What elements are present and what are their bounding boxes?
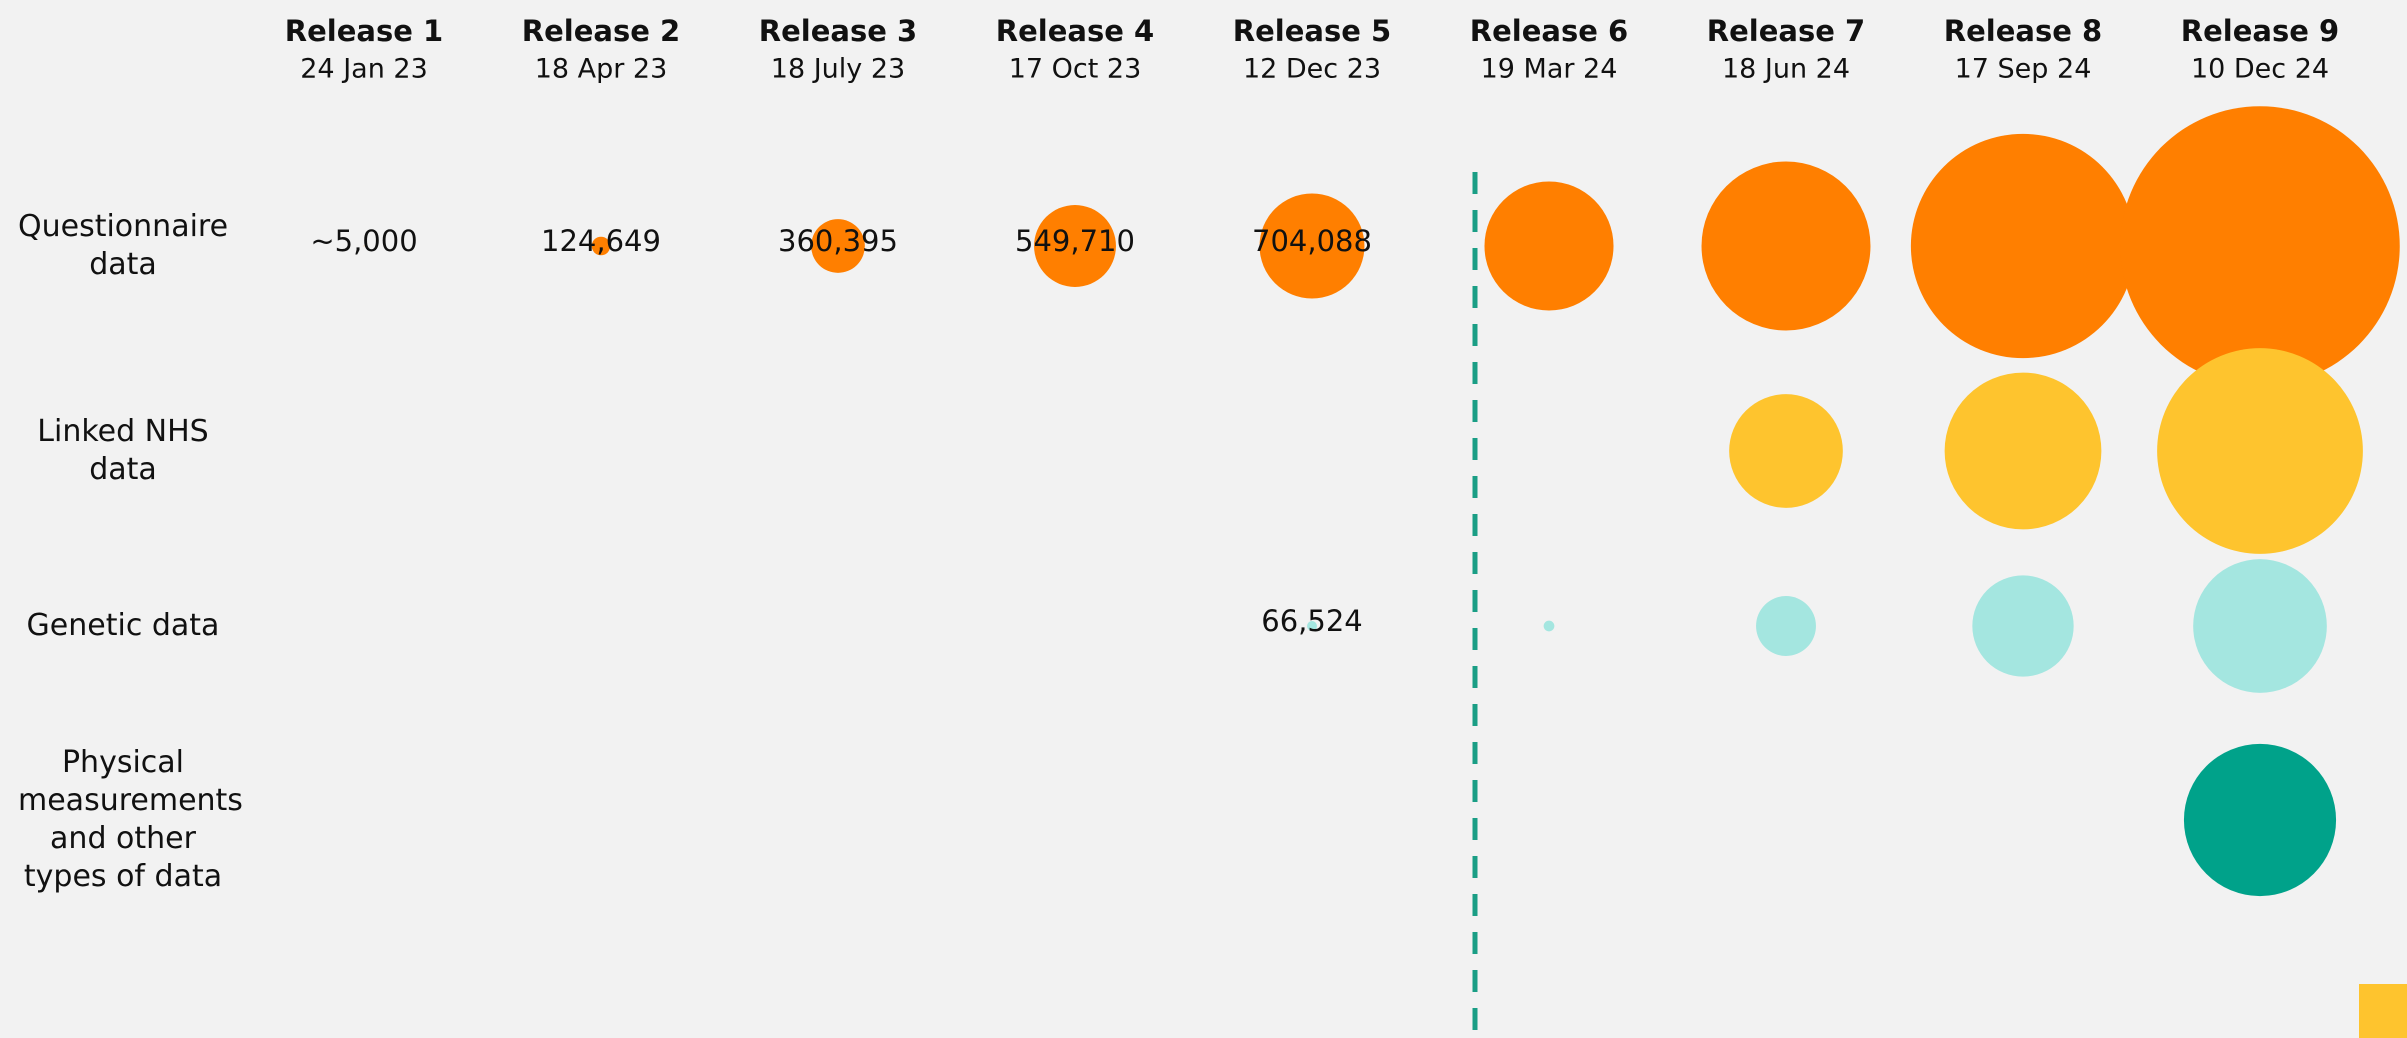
bubble — [1543, 620, 1555, 632]
bubble — [1910, 133, 2136, 359]
value-label: 360,395 — [778, 224, 898, 258]
release-label: Release 8 — [1943, 14, 2103, 48]
release-label: Release 9 — [2180, 14, 2340, 48]
bubble — [1259, 193, 1365, 299]
bubble — [1701, 161, 1871, 331]
release-date: 12 Dec 23 — [1242, 53, 1382, 85]
release-label: Release 3 — [758, 14, 918, 48]
bubble — [1729, 394, 1843, 508]
bubble — [2183, 743, 2337, 897]
value-label: ~5,000 — [310, 224, 418, 258]
value-label: 549,710 — [1015, 224, 1135, 258]
release-label: Release 4 — [995, 14, 1155, 48]
release-date: 18 July 23 — [770, 53, 906, 85]
release-label: Release 5 — [1232, 14, 1392, 48]
bubble — [2193, 559, 2327, 693]
bubble — [1972, 575, 2074, 677]
release-label: Release 6 — [1469, 14, 1629, 48]
release-date: 10 Dec 24 — [2190, 53, 2330, 85]
bubble — [1034, 205, 1116, 287]
release-date: 18 Apr 23 — [534, 53, 668, 85]
bubble — [1484, 181, 1614, 311]
value-label: 704,088 — [1252, 224, 1372, 258]
value-label: 124,649 — [541, 224, 661, 258]
bubble — [591, 236, 611, 256]
release-date: 17 Oct 23 — [1008, 53, 1142, 85]
bubble — [811, 219, 865, 273]
value-label: 66,524 — [1261, 604, 1363, 638]
release-date: 17 Sep 24 — [1954, 53, 2092, 85]
bubble — [1944, 372, 2102, 530]
row-label: Questionnaire data — [18, 209, 229, 282]
release-label: Release 2 — [521, 14, 681, 48]
release-label: Release 7 — [1706, 14, 1866, 48]
row-label: Genetic data — [26, 608, 220, 643]
release-date: 19 Mar 24 — [1480, 53, 1618, 85]
row-label: Physical measurements and other types of… — [18, 745, 243, 894]
release-date: 24 Jan 23 — [300, 53, 428, 85]
bubble — [363, 245, 365, 247]
corner-square — [2359, 984, 2407, 1038]
bubble — [1756, 596, 1816, 656]
bubble — [1307, 621, 1317, 631]
release-date: 18 Jun 24 — [1721, 53, 1851, 85]
release-label: Release 1 — [284, 14, 444, 48]
bubble — [2120, 106, 2400, 386]
row-label: Linked NHS data — [37, 414, 209, 487]
bubble — [2157, 348, 2363, 554]
